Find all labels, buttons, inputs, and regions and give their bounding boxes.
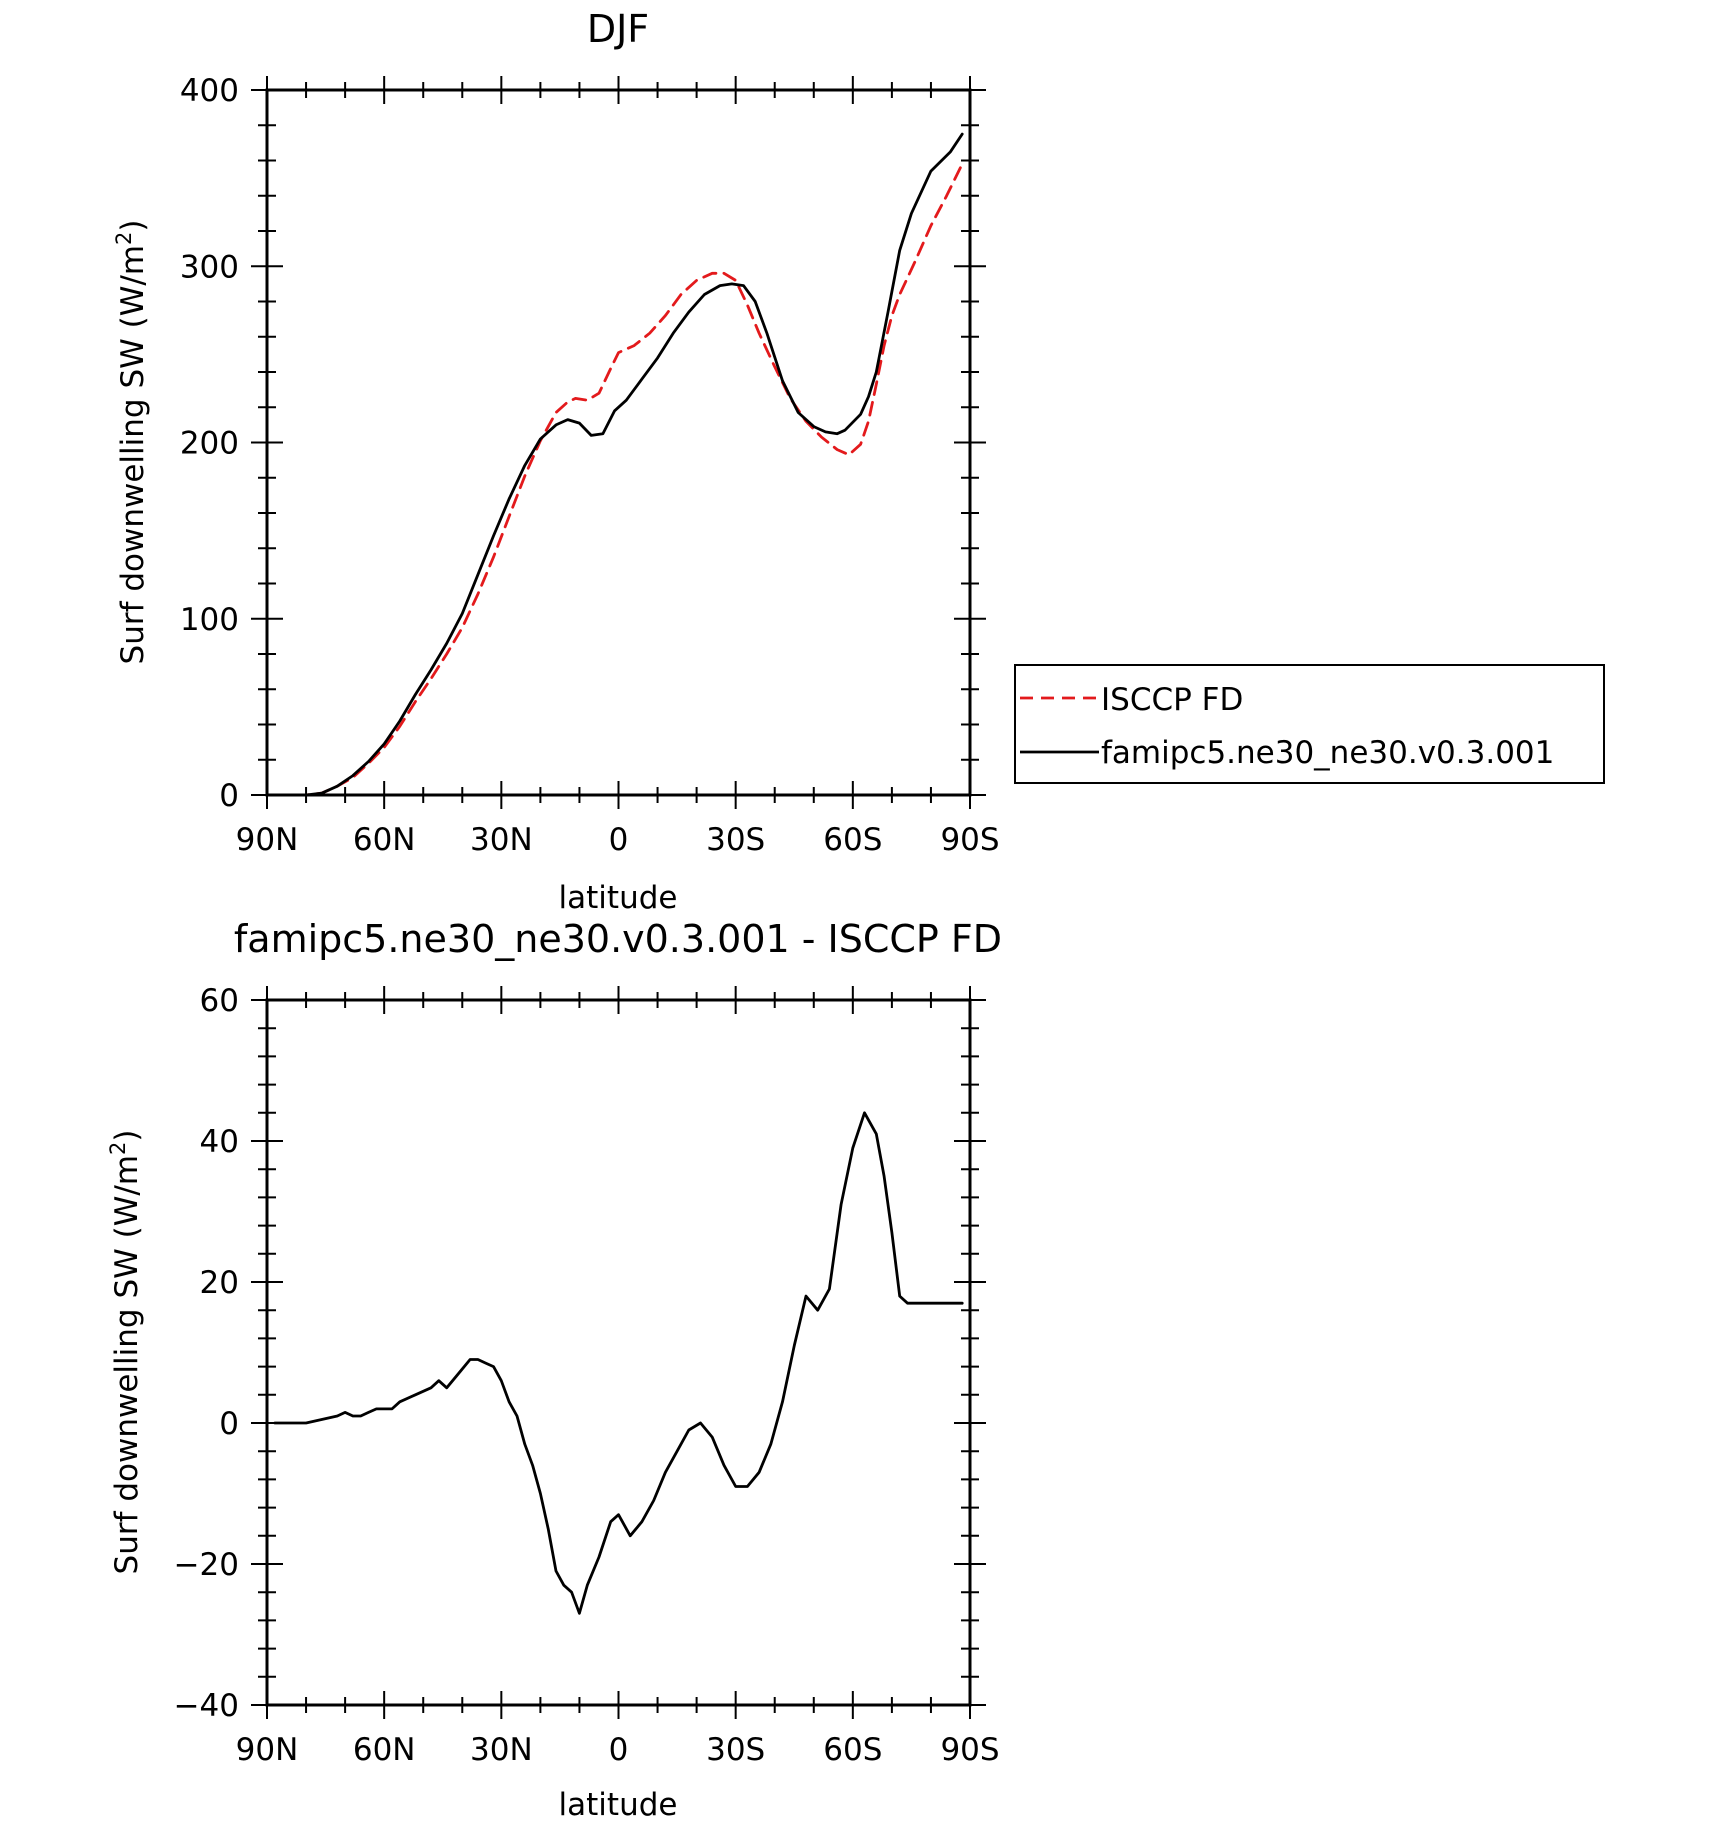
top-series-line-isccp-fd xyxy=(273,162,964,797)
top-x-tick-label: 60S xyxy=(823,822,882,858)
legend-label-isccp-fd: ISCCP FD xyxy=(1101,682,1243,718)
bottom-y-axis-title-main: Surf downwelling SW (W/m xyxy=(109,1155,145,1575)
top-y-tick-label: 100 xyxy=(180,602,239,638)
bottom-ticks: 90N 60N 30N 0 30S 60S 90S −40 −20 0 20 40 60 xyxy=(174,983,1000,1768)
legend: ISCCP FD famipc5.ne30_ne30.v0.3.001 xyxy=(1014,664,1605,784)
top-y-axis-title-main: Surf downwelling SW (W/m xyxy=(115,245,151,665)
top-x-tick-label: 90S xyxy=(940,822,999,858)
legend-box xyxy=(1014,664,1605,784)
bottom-series-line-difference xyxy=(273,1111,964,1615)
top-series-line-famipc5-ne30-ne30-v0-3-001 xyxy=(273,132,964,797)
bottom-x-axis-title: latitude xyxy=(559,1787,678,1822)
bottom-y-tick-label: 40 xyxy=(200,1124,239,1160)
bottom-y-tick-label: 20 xyxy=(200,1265,239,1301)
bottom-panel: famipc5.ne30_ne30.v0.3.001 - ISCCP FD 90… xyxy=(106,917,1002,1822)
legend-label-famipc5: famipc5.ne30_ne30.v0.3.001 xyxy=(1101,735,1554,771)
top-x-tick-label: 30S xyxy=(706,822,765,858)
bottom-y-axis-title-sup: 2 xyxy=(106,1142,130,1155)
bottom-x-tick-label: 90N xyxy=(236,1732,299,1768)
top-panel: DJF 90N 60N 30N 0 30S 60S 90S 0 100 200 300 400 lat… xyxy=(112,7,1605,916)
bottom-y-tick-label: 60 xyxy=(200,983,239,1019)
bottom-x-tick-label: 90S xyxy=(940,1732,999,1768)
bottom-y-axis-title: Surf downwelling SW (W/m2) xyxy=(106,1130,145,1575)
bottom-y-axis-title-close: ) xyxy=(109,1130,145,1142)
top-ticks: 90N 60N 30N 0 30S 60S 90S 0 100 200 300 400 xyxy=(180,73,1000,858)
top-plot-title: DJF xyxy=(587,7,649,51)
top-y-axis-title-close: ) xyxy=(115,220,151,232)
bottom-x-tick-label: 0 xyxy=(609,1732,629,1768)
bottom-series-layer xyxy=(273,1111,964,1615)
bottom-y-tick-label: −20 xyxy=(174,1547,239,1583)
top-y-axis-title: Surf downwelling SW (W/m2) xyxy=(112,220,151,665)
top-y-tick-label: 300 xyxy=(180,249,239,285)
top-x-tick-label: 0 xyxy=(609,822,629,858)
top-x-tick-label: 30N xyxy=(470,822,533,858)
top-y-tick-label: 400 xyxy=(180,73,239,109)
top-x-tick-label: 90N xyxy=(236,822,299,858)
top-plot-frame xyxy=(265,88,972,797)
bottom-y-tick-label: 0 xyxy=(219,1406,239,1442)
top-series-layer xyxy=(273,132,964,797)
top-x-tick-label: 60N xyxy=(353,822,416,858)
bottom-plot-frame xyxy=(265,998,972,1707)
bottom-y-tick-label: −40 xyxy=(174,1688,239,1724)
bottom-x-tick-label: 30S xyxy=(706,1732,765,1768)
bottom-x-tick-label: 30N xyxy=(470,1732,533,1768)
top-y-axis-title-sup: 2 xyxy=(112,232,136,245)
bottom-x-tick-label: 60N xyxy=(353,1732,416,1768)
top-x-axis-title: latitude xyxy=(559,880,678,916)
top-y-tick-label: 200 xyxy=(180,426,239,462)
bottom-x-tick-label: 60S xyxy=(823,1732,882,1768)
bottom-plot-title: famipc5.ne30_ne30.v0.3.001 - ISCCP FD xyxy=(234,917,1002,961)
top-y-tick-label: 0 xyxy=(219,778,239,814)
